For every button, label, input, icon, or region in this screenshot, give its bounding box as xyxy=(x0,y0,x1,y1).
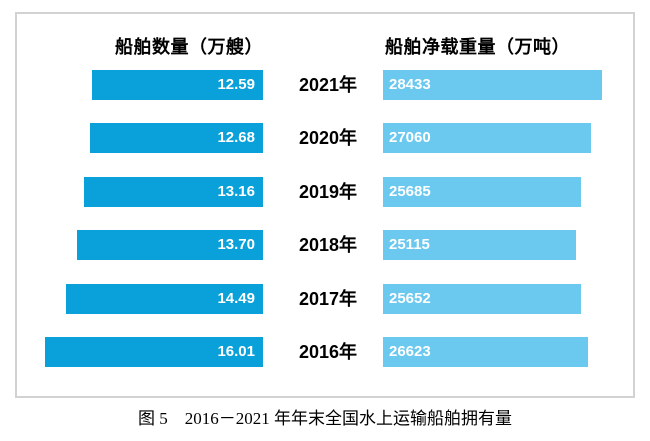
deadweight-value: 25685 xyxy=(389,183,431,200)
ship-count-value: 12.59 xyxy=(217,76,255,93)
ship-count-bar: 12.68 xyxy=(90,123,263,153)
ship-count-bar: 13.16 xyxy=(83,177,263,207)
year-label: 2020年 xyxy=(298,128,358,148)
chart-row: 13.16 2019年 25685 xyxy=(0,177,650,207)
deadweight-bar: 25652 xyxy=(383,284,581,314)
deadweight-bar: 26623 xyxy=(383,337,589,367)
ship-count-value: 16.01 xyxy=(217,343,255,360)
chart-row: 12.68 2020年 27060 xyxy=(0,123,650,153)
deadweight-value: 25115 xyxy=(389,236,430,253)
ship-count-bar: 14.49 xyxy=(65,284,263,314)
left-series-header: 船舶数量（万艘） xyxy=(115,37,263,57)
year-label: 2016年 xyxy=(298,342,358,362)
chart-row: 14.49 2017年 25652 xyxy=(0,284,650,314)
ship-count-value: 13.16 xyxy=(217,183,255,200)
deadweight-value: 26623 xyxy=(389,343,431,360)
ship-count-value: 12.68 xyxy=(217,129,255,146)
year-label: 2018年 xyxy=(298,235,358,255)
figure-caption: 图 5 2016－2021 年年末全国水上运输船舶拥有量 xyxy=(138,409,512,428)
deadweight-bar: 28433 xyxy=(383,70,602,100)
chart-row: 16.01 2016年 26623 xyxy=(0,337,650,367)
ship-count-bar: 12.59 xyxy=(91,70,263,100)
deadweight-bar: 25685 xyxy=(383,177,581,207)
chart-row: 13.70 2018年 25115 xyxy=(0,230,650,260)
chart-row: 12.59 2021年 28433 xyxy=(0,70,650,100)
year-label: 2021年 xyxy=(298,75,358,95)
deadweight-value: 25652 xyxy=(389,290,431,307)
deadweight-value: 28433 xyxy=(389,76,431,93)
deadweight-value: 27060 xyxy=(389,129,431,146)
year-label: 2017年 xyxy=(298,289,358,309)
ship-count-bar: 13.70 xyxy=(76,230,263,260)
ship-count-value: 13.70 xyxy=(217,236,255,253)
deadweight-bar: 25115 xyxy=(383,230,577,260)
right-series-header: 船舶净载重量（万吨） xyxy=(385,37,570,57)
year-label: 2019年 xyxy=(298,182,358,202)
ship-count-value: 14.49 xyxy=(217,290,255,307)
deadweight-bar: 27060 xyxy=(383,123,592,153)
ship-count-bar: 16.01 xyxy=(45,337,263,367)
